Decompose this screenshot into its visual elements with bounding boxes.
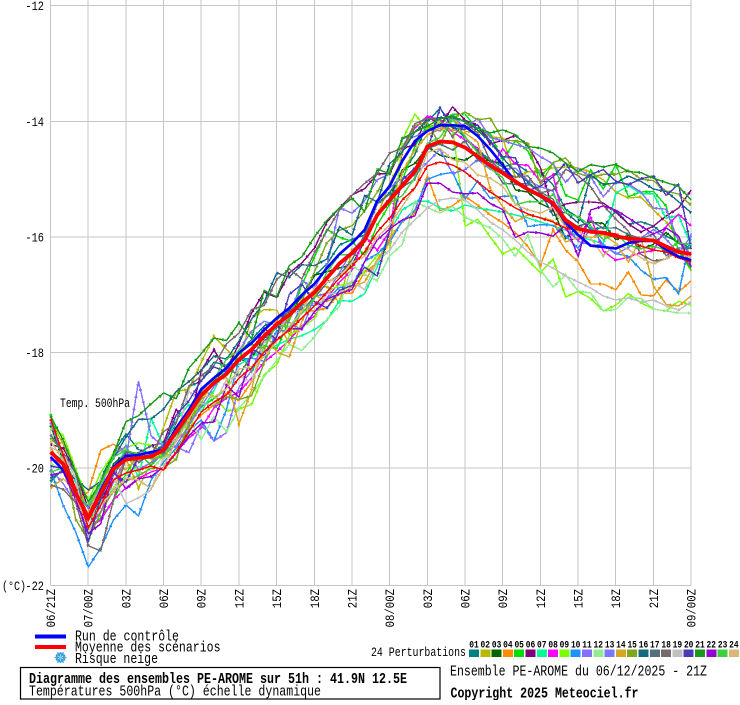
svg-text:Copyright 2025 Meteociel.fr: Copyright 2025 Meteociel.fr: [451, 686, 639, 701]
svg-text:(°C): (°C): [2, 579, 26, 594]
svg-text:03: 03: [492, 641, 502, 652]
svg-text:16: 16: [639, 641, 649, 652]
svg-text:12Z: 12Z: [534, 589, 549, 608]
svg-text:21Z: 21Z: [345, 589, 360, 608]
svg-text:23: 23: [718, 641, 728, 652]
svg-text:09Z: 09Z: [496, 589, 511, 608]
svg-text:17: 17: [650, 641, 660, 652]
svg-text:06/21Z: 06/21Z: [44, 589, 59, 628]
svg-text:Moyenne des scénarios: Moyenne des scénarios: [75, 640, 221, 657]
svg-text:-18: -18: [25, 346, 44, 361]
svg-text:21Z: 21Z: [647, 589, 662, 608]
svg-text:-16: -16: [25, 231, 44, 246]
svg-text:18: 18: [661, 641, 671, 652]
svg-text:06: 06: [526, 641, 536, 652]
svg-text:07: 07: [537, 641, 547, 652]
svg-text:04: 04: [503, 641, 513, 652]
svg-text:12: 12: [594, 641, 604, 652]
svg-text:02: 02: [481, 641, 491, 652]
svg-text:24 Perturbations: 24 Perturbations: [371, 645, 466, 660]
svg-text:Run de contrôle: Run de contrôle: [75, 629, 179, 646]
svg-text:Risque neige: Risque neige: [75, 651, 158, 668]
svg-text:06Z: 06Z: [458, 589, 473, 608]
svg-text:-20: -20: [25, 462, 44, 477]
svg-text:10: 10: [571, 641, 581, 652]
svg-text:18Z: 18Z: [609, 589, 624, 608]
svg-text:11: 11: [582, 641, 592, 652]
svg-text:05: 05: [514, 641, 524, 652]
svg-text:01: 01: [469, 641, 479, 652]
svg-text:14: 14: [616, 641, 626, 652]
svg-text:09: 09: [560, 641, 570, 652]
svg-text:Temp. 500hPa: Temp. 500hPa: [60, 396, 130, 411]
svg-text:03Z: 03Z: [421, 589, 436, 608]
svg-text:21: 21: [695, 641, 705, 652]
svg-text:08: 08: [548, 641, 558, 652]
svg-text:09/00Z: 09/00Z: [685, 589, 700, 628]
svg-text:19: 19: [673, 641, 683, 652]
svg-text:09Z: 09Z: [195, 589, 210, 608]
svg-text:06Z: 06Z: [157, 589, 172, 608]
svg-text:-14: -14: [25, 115, 44, 130]
svg-text:07/00Z: 07/00Z: [82, 589, 97, 628]
svg-text:Ensemble PE-AROME du 06/12/202: Ensemble PE-AROME du 06/12/2025 - 21Z: [450, 664, 707, 681]
svg-text:20: 20: [684, 641, 694, 652]
svg-text:15Z: 15Z: [270, 589, 285, 608]
svg-text:-22: -22: [25, 579, 44, 594]
svg-text:24: 24: [729, 641, 739, 652]
svg-text:-12: -12: [25, 0, 44, 14]
svg-text:03Z: 03Z: [119, 589, 134, 608]
svg-text:08/00Z: 08/00Z: [383, 589, 398, 628]
svg-text:Températures 500hPa (°C) échel: Températures 500hPa (°C) échelle dynamiq…: [29, 684, 321, 701]
svg-text:Diagramme des ensembles PE-ARO: Diagramme des ensembles PE-AROME sur 51h…: [29, 671, 407, 688]
svg-text:15: 15: [627, 641, 637, 652]
svg-text:22: 22: [707, 641, 717, 652]
svg-text:15Z: 15Z: [572, 589, 587, 608]
svg-text:12Z: 12Z: [232, 589, 247, 608]
svg-text:18Z: 18Z: [308, 589, 323, 608]
svg-text:13: 13: [605, 641, 615, 652]
